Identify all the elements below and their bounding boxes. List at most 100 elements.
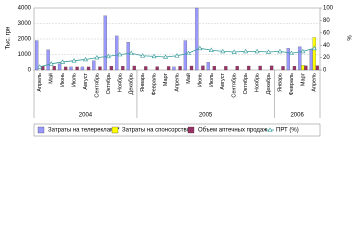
bar bbox=[57, 63, 62, 71]
bar bbox=[126, 41, 130, 71]
x-tick-label: Июнь bbox=[197, 73, 203, 87]
bar bbox=[144, 66, 148, 71]
x-tick-label: Апрель bbox=[312, 73, 318, 92]
x-tick-label: Февраль bbox=[152, 73, 158, 95]
line-marker bbox=[48, 61, 54, 66]
line-marker bbox=[254, 48, 260, 54]
line-marker bbox=[37, 64, 43, 69]
bar bbox=[195, 7, 199, 71]
bar bbox=[212, 66, 216, 71]
x-tick-label: Март bbox=[300, 73, 306, 87]
bar bbox=[183, 40, 188, 71]
bar bbox=[64, 66, 68, 71]
line-marker bbox=[231, 49, 237, 54]
y-tick-label: 0 bbox=[28, 68, 32, 74]
bar bbox=[155, 66, 159, 71]
bar bbox=[115, 35, 119, 71]
bar bbox=[298, 46, 302, 71]
x-tick-label: Ноябрь bbox=[117, 73, 123, 92]
line-marker bbox=[220, 48, 226, 54]
bar bbox=[224, 66, 228, 71]
y2-tick-label: 60 bbox=[323, 30, 330, 36]
bar bbox=[292, 66, 297, 71]
bar bbox=[286, 48, 290, 71]
x-tick-label: Октябрь bbox=[106, 73, 112, 94]
x-tick-label: Ноябрь bbox=[255, 73, 261, 92]
line-marker bbox=[288, 50, 294, 56]
y-tick-label: 3000 bbox=[18, 21, 32, 27]
bar bbox=[206, 62, 210, 71]
bar bbox=[178, 66, 182, 71]
bar bbox=[132, 65, 136, 71]
line-marker bbox=[151, 53, 157, 59]
bar bbox=[92, 60, 96, 71]
y2-tick-label: 40 bbox=[323, 43, 330, 49]
line-marker bbox=[60, 59, 66, 64]
line-marker bbox=[128, 50, 134, 56]
bar bbox=[189, 65, 194, 71]
x-tick-label: Декабрь bbox=[129, 73, 135, 95]
x-tick-label: Март bbox=[163, 73, 169, 87]
bar bbox=[109, 66, 114, 71]
bar bbox=[46, 49, 50, 71]
legend-swatch bbox=[187, 126, 195, 134]
x-tick-label: Август bbox=[220, 73, 226, 90]
line-marker bbox=[266, 49, 272, 54]
legend-label: Объем аптечных продаж bbox=[198, 128, 267, 134]
x-tick-label: Август bbox=[83, 73, 89, 90]
x-tick-label: Май bbox=[185, 73, 192, 84]
y-axis-label: Тыс. грн bbox=[6, 27, 12, 50]
line-marker bbox=[140, 53, 146, 58]
bar bbox=[103, 15, 107, 71]
x-tick-label: Февраль bbox=[289, 73, 295, 95]
x-tick-label: Сентябрь bbox=[94, 73, 100, 98]
year-label: 2005 bbox=[199, 113, 213, 119]
line-marker bbox=[311, 45, 317, 51]
line-marker bbox=[277, 48, 283, 54]
bar bbox=[281, 66, 285, 71]
line-marker bbox=[185, 50, 191, 56]
bar bbox=[98, 66, 102, 71]
legend-swatch bbox=[111, 126, 119, 134]
bar bbox=[86, 66, 91, 71]
line-marker bbox=[197, 45, 203, 51]
line-marker bbox=[94, 54, 100, 60]
line-marker bbox=[71, 58, 77, 63]
bar bbox=[75, 66, 79, 71]
line-marker bbox=[82, 56, 88, 62]
bar bbox=[121, 66, 125, 71]
line-marker bbox=[300, 48, 306, 54]
bar bbox=[52, 66, 56, 71]
x-tick-label: Декабрь bbox=[266, 73, 272, 95]
y-tick-label: 4000 bbox=[18, 6, 32, 12]
bar bbox=[69, 66, 73, 71]
bar bbox=[201, 65, 205, 71]
y-tick-label: 2000 bbox=[18, 37, 32, 43]
y2-tick-label: 80 bbox=[323, 18, 330, 24]
y2-tick-label: 0 bbox=[323, 68, 327, 74]
x-tick-label: Октябрь bbox=[243, 73, 249, 94]
x-tick-label: Июль bbox=[71, 73, 77, 87]
line-marker bbox=[243, 48, 249, 54]
bar bbox=[258, 65, 262, 71]
legend-label: ПРТ (%) bbox=[276, 128, 299, 134]
bar bbox=[312, 37, 316, 71]
bar bbox=[235, 66, 239, 71]
bar bbox=[172, 66, 176, 71]
x-tick-label: Июнь bbox=[60, 73, 66, 87]
line-marker bbox=[163, 54, 169, 59]
x-tick-label: Январь bbox=[140, 73, 146, 92]
x-tick-label: Апрель bbox=[174, 73, 180, 92]
line-marker bbox=[117, 51, 123, 57]
line-marker bbox=[208, 47, 214, 52]
line-marker bbox=[174, 53, 180, 58]
legend-label: Затраты на телерекламу* bbox=[48, 128, 120, 134]
x-tick-label: Сентябрь bbox=[232, 73, 238, 98]
bar bbox=[269, 65, 274, 71]
x-tick-label: Апрель bbox=[37, 73, 43, 92]
bar bbox=[301, 65, 305, 71]
line-marker bbox=[105, 53, 111, 59]
legend-label: Затраты на спонсорство* bbox=[122, 128, 193, 134]
bar bbox=[35, 40, 39, 71]
bar bbox=[166, 66, 171, 71]
